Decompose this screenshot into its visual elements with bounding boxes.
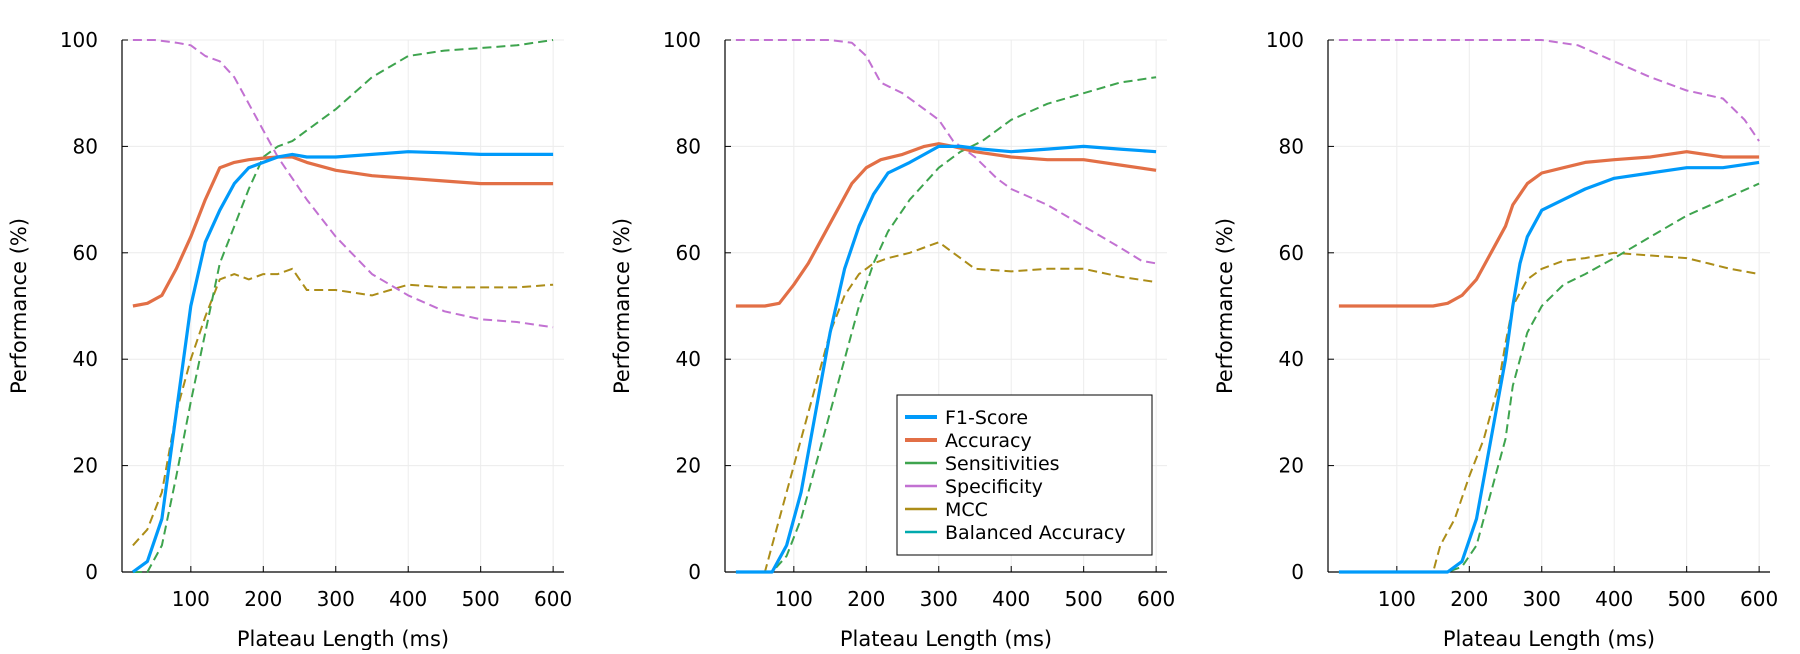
x-tick-label: 300 [1523,587,1561,611]
x-tick-label: 400 [1595,587,1633,611]
x-tick-label: 300 [317,587,355,611]
x-tick-label: 300 [920,587,958,611]
x-tick-label: 100 [1378,587,1416,611]
x-tick-label: 400 [389,587,427,611]
y-tick-label: 80 [1279,134,1304,158]
y-tick-label: 0 [85,560,98,584]
x-tick-label: 400 [992,587,1030,611]
legend-label-balanced: Balanced Accuracy [945,522,1126,544]
series-line-accuracy [735,142,1157,308]
x-tick-label: 500 [1065,587,1103,611]
y-axis-label: Performance (%) [7,218,31,394]
x-tick-label: 500 [1668,587,1706,611]
chart-panel-2: 0 20 40 60 80 100 100 200 300 400 500 600 Plateau Le… [610,28,1175,651]
y-tick-label: 100 [1266,28,1304,52]
series-line-f1 [735,144,1157,574]
legend-label-f1: F1-Score [945,407,1028,429]
x-tick-label: 100 [775,587,813,611]
series-line-mcc [735,241,1157,573]
series-line-specificity [735,39,1157,265]
y-tick-label: 100 [663,28,701,52]
y-tick-label: 100 [60,28,98,52]
y-tick-label: 0 [688,560,701,584]
y-tick-label: 0 [1291,560,1304,584]
chart-panel-3: 0 20 40 60 80 100 100 200 300 400 500 600 Plateau Le… [1213,28,1778,651]
x-tick-label: 600 [1137,587,1175,611]
series-line-f1 [1338,160,1760,574]
legend-label-specificity: Specificity [945,476,1043,498]
y-axis-label: Performance (%) [1213,218,1237,394]
x-axis-label: Plateau Length (ms) [1443,627,1655,650]
series-line-accuracy [1338,150,1760,308]
x-tick-label: 200 [244,587,282,611]
series-line-accuracy [132,155,554,308]
y-tick-label: 40 [1279,347,1304,371]
x-axis-label: Plateau Length (ms) [840,627,1052,650]
series-line-sensitivity [735,76,1157,573]
legend-box [896,394,1153,556]
x-tick-label: 500 [462,587,500,611]
y-tick-label: 20 [73,454,98,478]
legend-label-sensitivity: Sensitivities [945,453,1060,475]
series-line-sensitivity [1338,182,1760,573]
y-tick-label: 20 [676,454,701,478]
chart-panel-1: 0 20 40 60 80 100 100 200 300 400 500 600 Plateau Le… [7,28,572,651]
x-tick-label: 600 [534,587,572,611]
y-tick-label: 80 [73,134,98,158]
series-line-sensitivity [132,39,554,573]
x-axis-label: Plateau Length (ms) [237,627,449,650]
y-tick-label: 20 [1279,454,1304,478]
legend-label-accuracy: Accuracy [945,430,1032,452]
series-line-f1 [131,150,554,574]
y-tick-label: 40 [676,347,701,371]
x-tick-label: 600 [1740,587,1778,611]
x-tick-label: 200 [1450,587,1488,611]
y-tick-label: 60 [73,241,98,265]
y-tick-label: 60 [676,241,701,265]
series-line-mcc [1338,251,1760,573]
legend: F1-ScoreAccuracySensitivitiesSpecificity… [896,394,1153,556]
x-tick-label: 200 [847,587,885,611]
legend-label-mcc: MCC [945,499,988,521]
y-axis-label: Performance (%) [610,218,634,394]
series-line-mcc [132,267,554,547]
y-tick-label: 60 [1279,241,1304,265]
series-line-specificity [1338,39,1760,142]
y-tick-label: 80 [676,134,701,158]
y-tick-label: 40 [73,347,98,371]
x-tick-label: 100 [172,587,210,611]
